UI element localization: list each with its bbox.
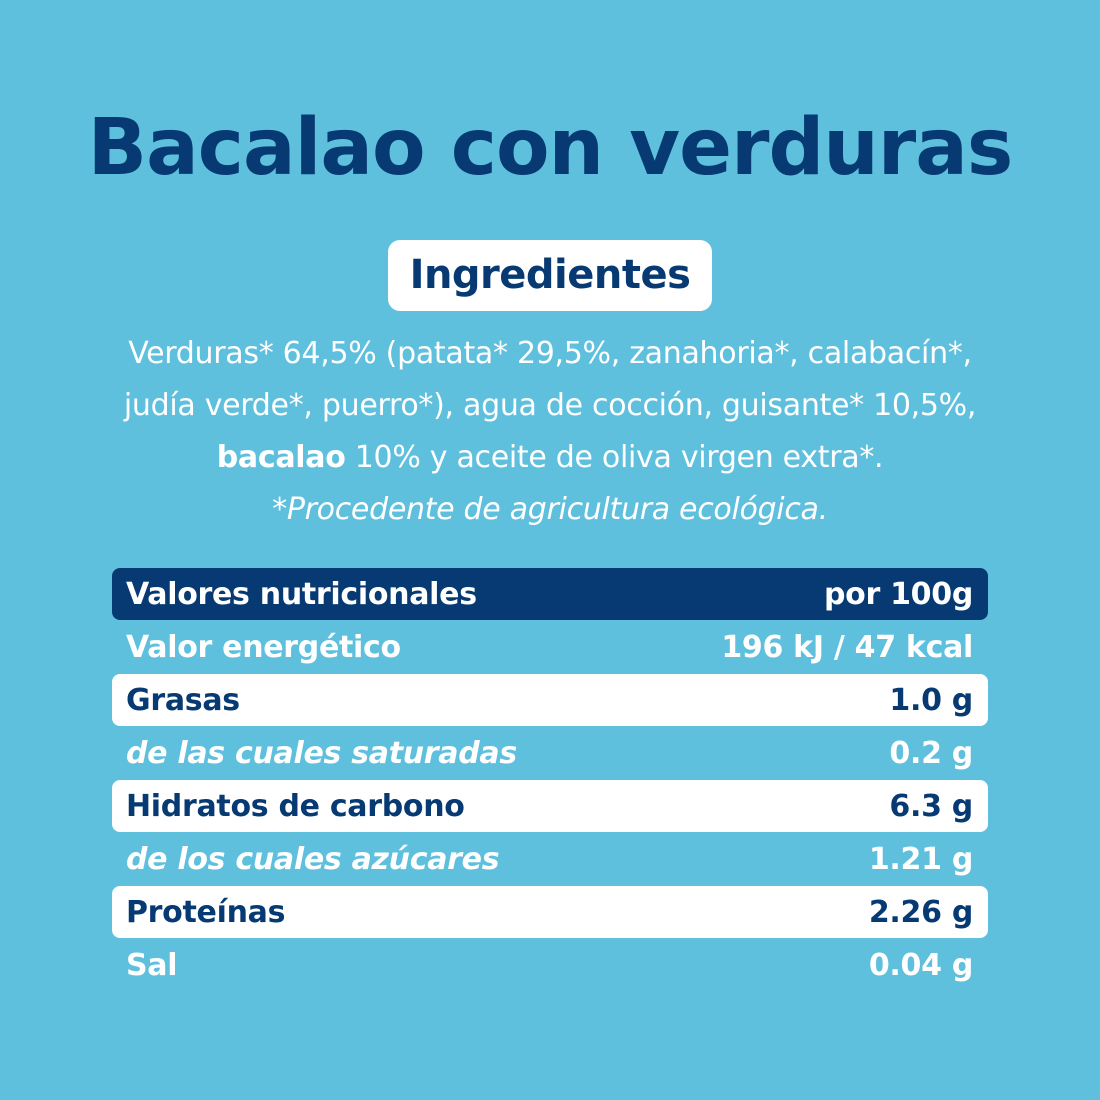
nutrition-row-sugars: de los cuales azúcares 1.21 g (112, 833, 988, 885)
nutrition-header-unit: por 100g (823, 576, 973, 612)
ingredients-heading: Ingredientes (388, 240, 712, 311)
ingredients-line-3-rest: 10% y aceite de oliva virgen extra*. (345, 440, 884, 475)
page-title: Bacalao con verduras (87, 103, 1014, 193)
nutrition-value: 0.04 g (868, 947, 973, 983)
nutrition-label: Valor energético (126, 629, 401, 665)
ingredients-footnote: *Procedente de agricultura ecológica. (272, 492, 828, 527)
nutrition-value: 1.21 g (868, 841, 973, 877)
nutrition-value: 0.2 g (889, 735, 973, 771)
ingredient-highlight-bacalao: bacalao (216, 440, 346, 475)
nutrition-value: 196 kJ / 47 kcal (721, 629, 973, 665)
nutrition-value: 6.3 g (889, 788, 973, 824)
nutrition-header-label: Valores nutricionales (126, 576, 477, 612)
ingredients-line-2: judía verde*, puerro*), agua de cocción,… (123, 388, 977, 423)
nutrition-label: de los cuales azúcares (126, 841, 500, 877)
ingredients-line-3: bacalao 10% y aceite de oliva virgen ext… (90, 432, 1010, 484)
nutrition-label: Proteínas (126, 894, 286, 930)
nutrition-table: Valores nutricionales por 100g Valor ene… (112, 568, 988, 992)
nutrition-row-fat: Grasas 1.0 g (112, 674, 988, 726)
ingredients-line-1: Verduras* 64,5% (patata* 29,5%, zanahori… (128, 336, 972, 371)
nutrition-label: Hidratos de carbono (126, 788, 465, 824)
nutrition-label: de las cuales saturadas (126, 735, 517, 771)
nutrition-row-salt: Sal 0.04 g (112, 939, 988, 991)
ingredients-text: Verduras* 64,5% (patata* 29,5%, zanahori… (90, 328, 1010, 536)
nutrition-value: 1.0 g (889, 682, 973, 718)
nutrition-row-carbs: Hidratos de carbono 6.3 g (112, 780, 988, 832)
nutrition-row-energy: Valor energético 196 kJ / 47 kcal (112, 621, 988, 673)
nutrition-row-protein: Proteínas 2.26 g (112, 886, 988, 938)
nutrition-label: Grasas (126, 682, 240, 718)
nutrition-header-row: Valores nutricionales por 100g (112, 568, 988, 620)
nutrition-value: 2.26 g (868, 894, 973, 930)
nutrition-label: Sal (126, 947, 178, 983)
nutrition-row-saturated: de las cuales saturadas 0.2 g (112, 727, 988, 779)
